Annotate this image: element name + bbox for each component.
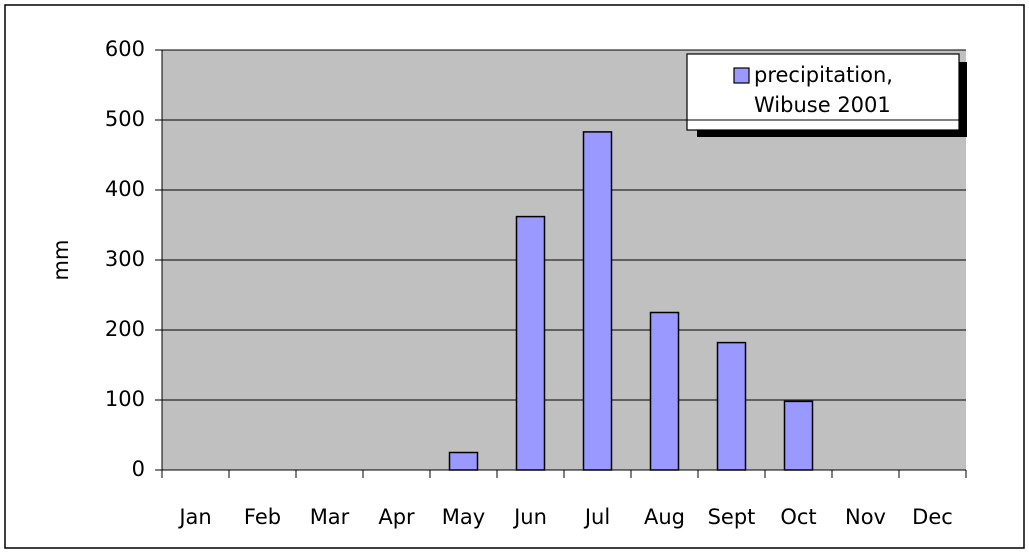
bar [515,215,546,471]
x-tick-label: Dec [912,505,953,529]
x-tick-label: May [442,505,485,529]
legend-swatch [733,67,750,84]
legend [686,53,967,137]
y-axis-title: mm [49,240,73,281]
x-tick-label: Jan [177,505,211,529]
x-tick-label: Feb [244,505,281,529]
x-tick-label: Sept [708,505,756,529]
bar [716,341,747,471]
bar [448,451,479,471]
x-tick-label: Nov [845,505,886,529]
y-tick-label: 300 [105,247,145,271]
y-tick-label: 400 [105,177,145,201]
x-tick-label: Mar [310,505,350,529]
x-tick-label: Oct [780,505,816,529]
y-tick-label: 600 [105,37,145,61]
x-tick-label: Jun [512,505,547,529]
bar [783,400,814,471]
y-tick-label: 100 [105,387,145,411]
legend-label: precipitation, Wibuse 2001 [754,63,893,117]
bar [649,311,680,471]
y-tick-label: 0 [132,457,145,481]
x-tick-label: Jul [583,505,610,529]
y-tick-label: 500 [105,107,145,131]
legend-frame [686,53,960,131]
bar [582,131,613,471]
x-tick-label: Apr [378,505,415,529]
x-tick-label: Aug [644,505,685,529]
y-tick-label: 200 [105,317,145,341]
